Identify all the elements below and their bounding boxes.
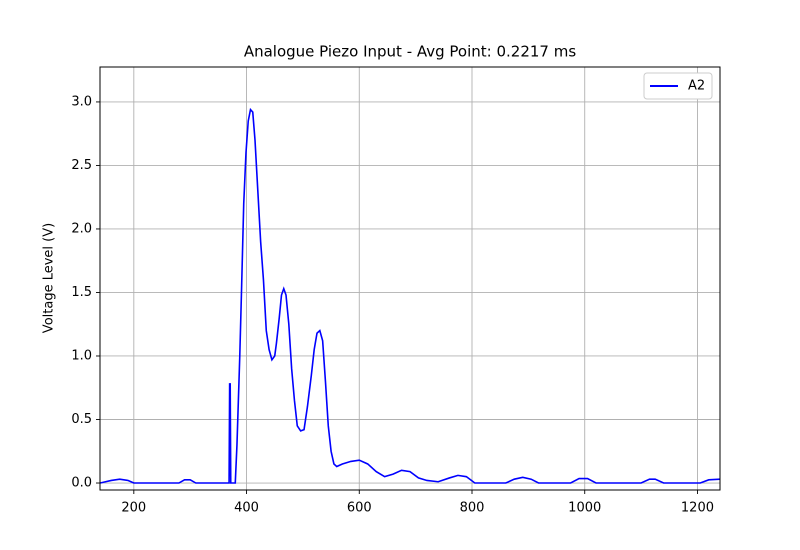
y-tick-label: 1.5 <box>71 285 92 300</box>
y-tick-label: 0.0 <box>71 476 92 491</box>
x-tick-label: 1000 <box>568 501 601 516</box>
x-tick-label: 600 <box>347 501 372 516</box>
x-tick-label: 200 <box>121 501 146 516</box>
legend-label: A2 <box>688 79 705 94</box>
y-tick-label: 2.0 <box>71 221 92 236</box>
data-line <box>100 107 720 484</box>
y-tick-label: 0.5 <box>71 412 92 427</box>
y-axis-label: Voltage Level (V) <box>42 223 57 333</box>
x-tick-label: 1200 <box>681 501 714 516</box>
y-tick-label: 2.5 <box>71 158 92 173</box>
chart-title: Analogue Piezo Input - Avg Point: 0.2217… <box>244 43 577 61</box>
y-tick-label: 1.0 <box>71 348 92 363</box>
x-tick-label: 800 <box>460 501 485 516</box>
plot-frame <box>99 66 721 491</box>
y-tick-label: 3.0 <box>71 94 92 109</box>
x-tick-label: 400 <box>234 501 259 516</box>
